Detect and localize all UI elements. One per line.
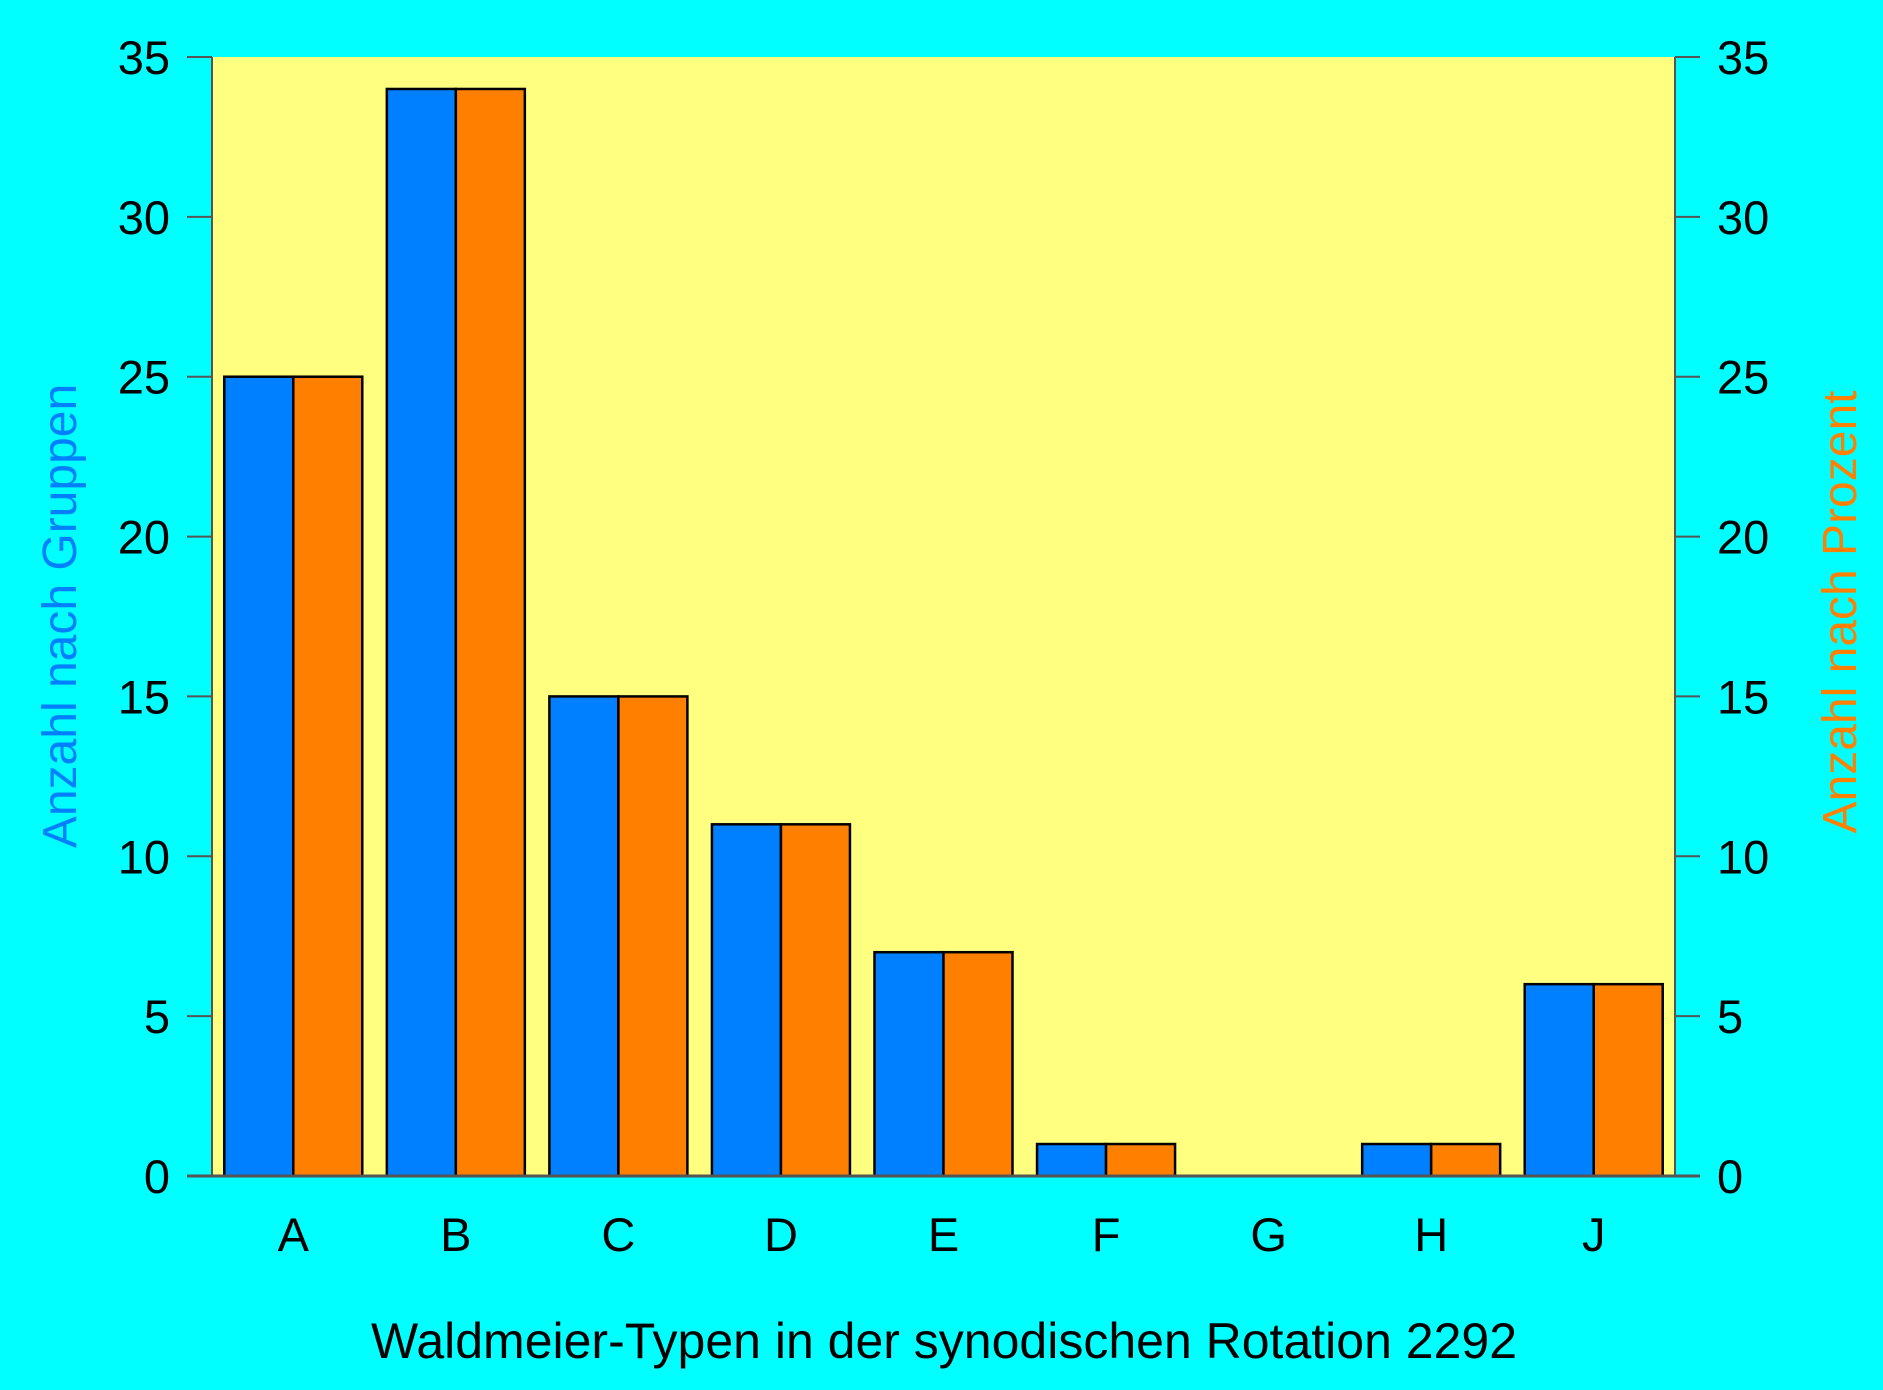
bar-D-gruppen bbox=[710, 823, 783, 1178]
left-tick-label: 15 bbox=[118, 670, 170, 723]
bar-A-gruppen bbox=[223, 375, 295, 1178]
bars bbox=[223, 87, 1664, 1178]
right-y-axis-label: Anzahl nach Prozent bbox=[1814, 391, 1867, 834]
right-tick-label: 20 bbox=[1717, 511, 1769, 564]
x-axis-label: Waldmeier-Typen in der synodischen Rotat… bbox=[371, 1313, 1517, 1369]
left-tick-label: 25 bbox=[118, 351, 170, 404]
bar-A-prozent bbox=[292, 375, 364, 1178]
bar-F-prozent bbox=[1104, 1142, 1177, 1178]
category-label: E bbox=[928, 1208, 959, 1261]
right-tick-label: 30 bbox=[1717, 191, 1769, 244]
left-y-axis-label: Anzahl nach Gruppen bbox=[34, 384, 87, 848]
category-label: B bbox=[440, 1208, 471, 1261]
bar-D-prozent bbox=[779, 823, 852, 1178]
left-tick-label: 20 bbox=[118, 511, 170, 564]
bar-C-gruppen bbox=[548, 695, 620, 1178]
left-y-axis: 0 5 10 15 20 25 30 35 bbox=[118, 31, 212, 1203]
category-label: H bbox=[1414, 1208, 1448, 1261]
left-tick-label: 35 bbox=[118, 31, 170, 84]
right-tick-label: 10 bbox=[1717, 830, 1769, 883]
right-tick-label: 25 bbox=[1717, 351, 1769, 404]
left-tick-label: 0 bbox=[144, 1150, 170, 1203]
bar-H-gruppen bbox=[1360, 1142, 1433, 1178]
right-tick-label: 0 bbox=[1717, 1150, 1743, 1203]
category-label: G bbox=[1250, 1208, 1287, 1261]
bar-E-prozent bbox=[942, 950, 1014, 1178]
right-tick-label: 5 bbox=[1717, 990, 1743, 1043]
right-tick-label: 35 bbox=[1717, 31, 1769, 84]
category-label: J bbox=[1582, 1208, 1606, 1261]
left-tick-label: 30 bbox=[118, 191, 170, 244]
bar-B-gruppen bbox=[385, 87, 458, 1178]
axes bbox=[187, 57, 1700, 1178]
bar-J-gruppen bbox=[1523, 982, 1595, 1178]
bar-C-prozent bbox=[617, 695, 689, 1178]
bar-J-prozent bbox=[1592, 982, 1664, 1178]
bar-F-gruppen bbox=[1035, 1142, 1108, 1178]
category-label: A bbox=[278, 1208, 310, 1261]
bar-B-prozent bbox=[454, 87, 527, 1178]
right-tick-label: 15 bbox=[1717, 670, 1769, 723]
category-label: C bbox=[601, 1208, 635, 1261]
left-tick-label: 10 bbox=[118, 830, 170, 883]
bar-H-prozent bbox=[1429, 1142, 1502, 1178]
right-y-axis: 0 5 10 15 20 25 30 35 bbox=[1675, 31, 1769, 1203]
category-label: D bbox=[764, 1208, 798, 1261]
category-label: F bbox=[1092, 1208, 1121, 1261]
bar-E-gruppen bbox=[873, 950, 945, 1178]
left-tick-label: 5 bbox=[144, 990, 170, 1043]
